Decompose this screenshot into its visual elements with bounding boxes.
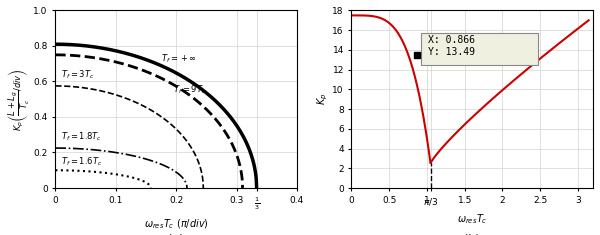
Text: $T_f=3T_c$: $T_f=3T_c$ <box>61 69 95 82</box>
X-axis label: $\omega_{res}T_c$: $\omega_{res}T_c$ <box>457 212 488 226</box>
Y-axis label: $K_p$: $K_p$ <box>315 93 329 106</box>
Text: (a): (a) <box>169 233 184 235</box>
Text: (b): (b) <box>464 233 480 235</box>
FancyBboxPatch shape <box>421 33 538 65</box>
Text: $T_f=1.6T_c$: $T_f=1.6T_c$ <box>61 155 103 168</box>
Text: $T_f=1.8T_c$: $T_f=1.8T_c$ <box>61 130 103 143</box>
Text: $T_f=9T_c$: $T_f=9T_c$ <box>173 83 206 96</box>
Y-axis label: $K_p\left(\dfrac{L+L_g}{T_c}/div\right)$: $K_p\left(\dfrac{L+L_g}{T_c}/div\right)$ <box>7 68 32 130</box>
X-axis label: $\omega_{res}T_c\ (\pi/div)$: $\omega_{res}T_c\ (\pi/div)$ <box>144 218 209 231</box>
Text: X: 0.866
Y: 13.49: X: 0.866 Y: 13.49 <box>428 35 475 57</box>
Text: $T_f=+\infty$: $T_f=+\infty$ <box>161 53 197 66</box>
